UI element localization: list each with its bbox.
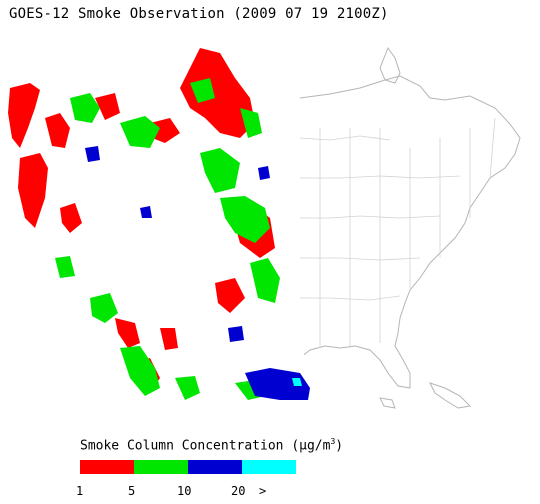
legend-tick-10: 10: [177, 484, 192, 498]
smoke-class-5-10: [55, 78, 280, 400]
legend-tick-greater: >: [259, 484, 267, 498]
state-borders: [299, 117, 496, 348]
legend-title: Smoke Column Concentration (μg/m3): [80, 437, 344, 454]
legend-color-bar: [80, 460, 296, 474]
smoke-class-20-plus: [292, 378, 302, 386]
legend-swatch-20-plus: [242, 460, 296, 474]
legend-tick-20: 20: [231, 484, 246, 498]
legend-tick-5: 5: [128, 484, 136, 498]
legend-swatch-10-20: [188, 460, 242, 474]
legend-swatch-1-5: [80, 460, 134, 474]
smoke-class-10-20: [85, 146, 310, 400]
map-title: GOES-12 Smoke Observation (2009 07 19 21…: [9, 6, 389, 22]
smoke-map: [8, 36, 521, 409]
legend-tick-1: 1: [76, 484, 84, 498]
legend-swatch-5-10: [134, 460, 188, 474]
